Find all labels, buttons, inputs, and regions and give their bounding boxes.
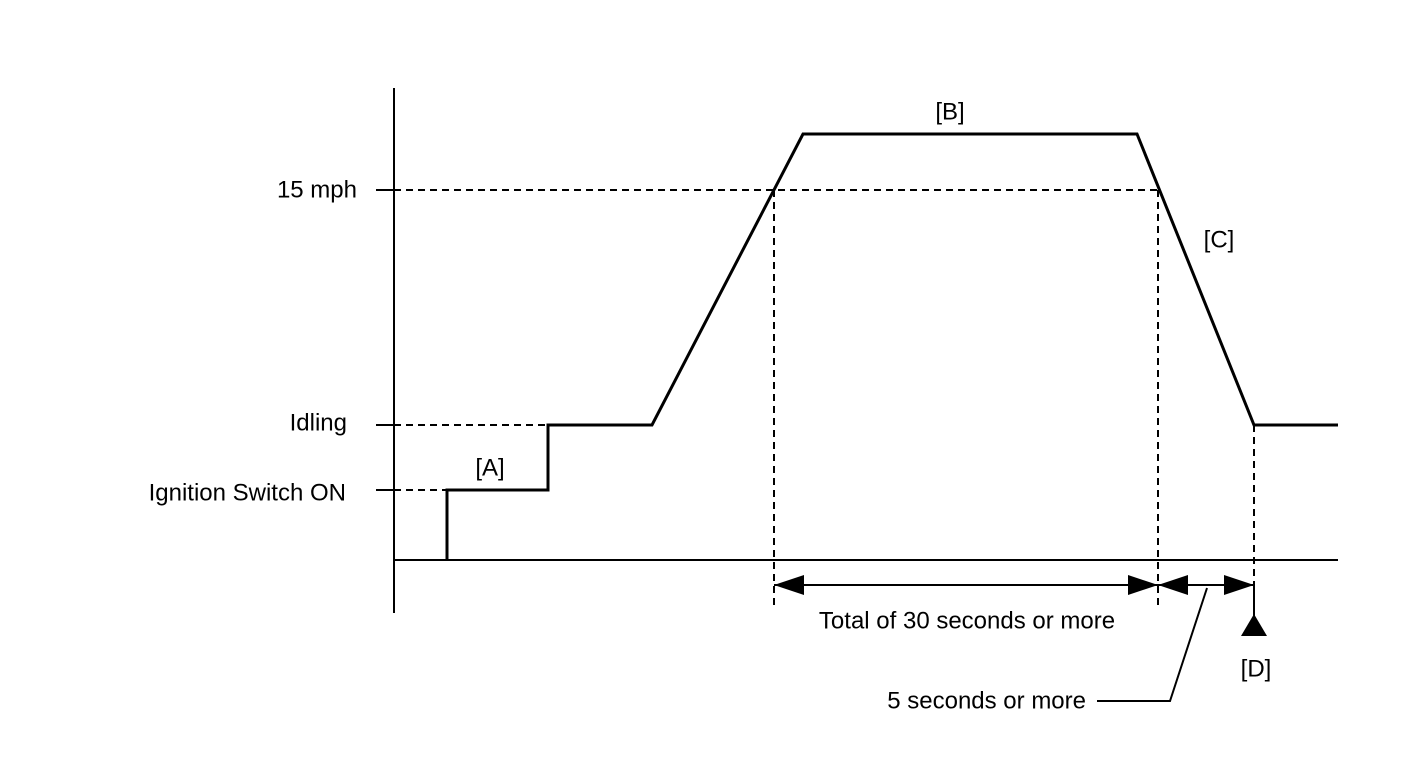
speed-profile [445, 132, 1338, 560]
leader-line [1097, 587, 1208, 702]
phase-label: [A] [475, 454, 504, 481]
label: 15 mph [277, 176, 357, 203]
arrowhead [774, 575, 804, 595]
phase-label: [B] [935, 98, 964, 125]
label: Ignition Switch ON [149, 479, 346, 506]
duration-label: 5 seconds or more [887, 687, 1086, 714]
phase-label: [C] [1204, 226, 1235, 253]
arrowhead [1224, 575, 1254, 595]
duration-label: Total of 30 seconds or more [819, 607, 1115, 634]
arrowhead [1158, 575, 1188, 595]
phase-label: [D] [1241, 655, 1272, 682]
marker [1241, 614, 1267, 636]
arrowhead [1128, 575, 1158, 595]
label: Idling [290, 409, 347, 436]
